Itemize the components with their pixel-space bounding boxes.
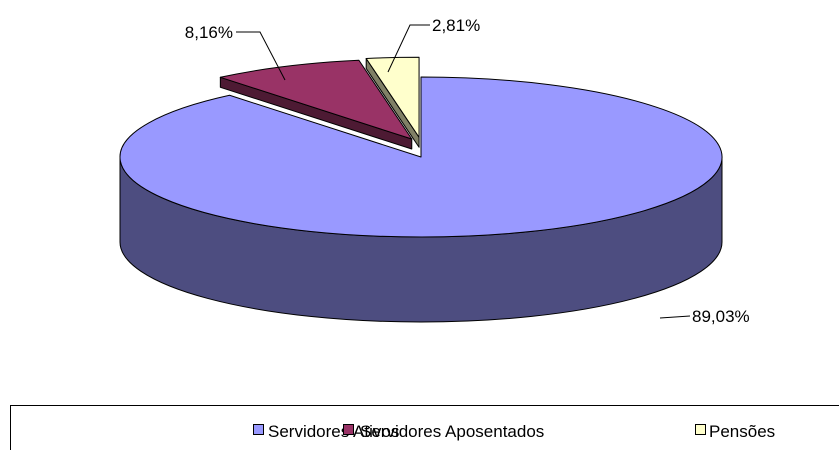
data-label: 2,81% [432,16,480,35]
data-label: 8,16% [185,23,233,42]
legend-label: Servidores Aposentados [360,422,544,441]
legend-swatch [695,424,706,435]
slice [119,76,723,238]
legend-label: Pensões [709,422,775,441]
legend-label: Servidores Ativos [268,422,399,441]
legend-box [10,405,839,450]
legend-swatch [343,424,354,435]
leader-line [387,24,430,73]
leader-line [659,315,691,319]
legend-swatch [253,424,264,435]
leader-line [236,31,286,81]
slice [219,59,413,140]
slice [365,56,420,138]
data-label: 89,03% [692,307,750,326]
